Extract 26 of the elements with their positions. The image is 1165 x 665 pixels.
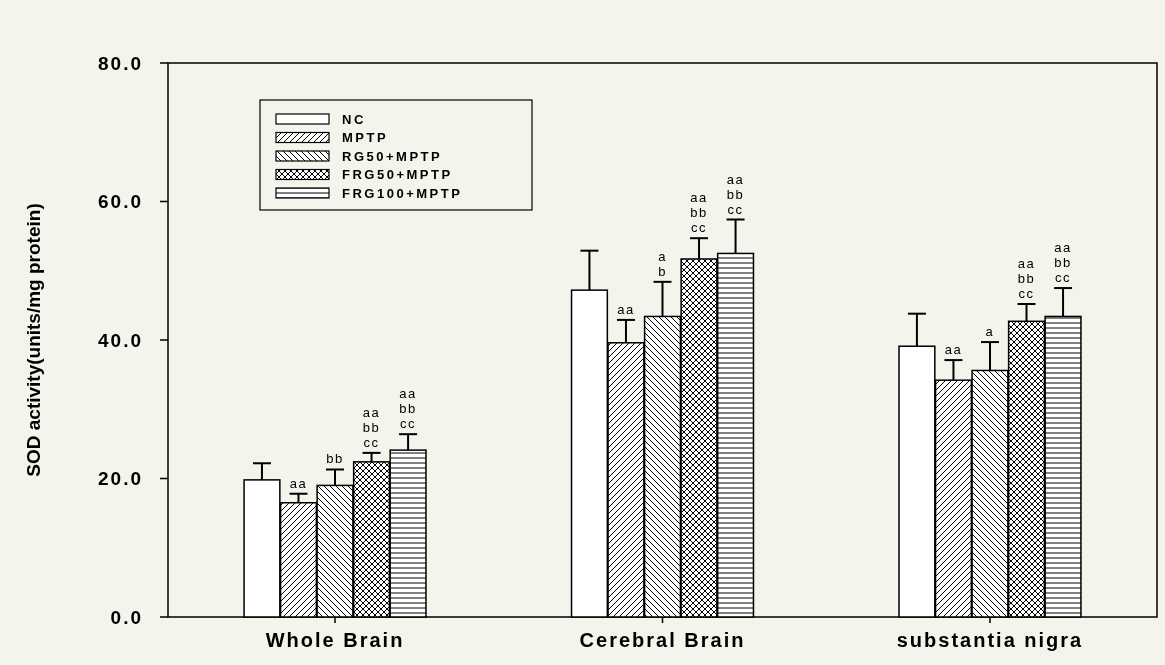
data-label: a b — [658, 248, 667, 279]
y-tick-label: 40.0 — [98, 329, 143, 351]
data-label: aa bb cc — [1017, 255, 1036, 301]
y-tick-label: 20.0 — [98, 468, 143, 490]
y-tick-label: 0.0 — [110, 606, 143, 628]
x-tick-label: substantia nigra — [896, 629, 1084, 651]
legend-label: FRG100+MPTP — [342, 185, 463, 201]
data-label: aa — [617, 301, 635, 317]
data-label: aa bb cc — [690, 190, 708, 236]
data-label: aa bb cc — [399, 386, 417, 432]
data-label: aa bb cc — [1054, 240, 1072, 286]
data-label: aa bb cc — [726, 171, 745, 217]
data-label: a — [985, 324, 995, 340]
x-tick-label: Cerebral Brain — [579, 629, 746, 651]
x-tick-label: Whole Brain — [265, 629, 405, 651]
data-label: aa bb cc — [362, 404, 381, 450]
legend-label: NC — [342, 111, 366, 127]
y-axis-title: SOD activity(units/mg protein) — [23, 203, 44, 477]
data-label: aa — [944, 342, 963, 358]
legend-label: FRG50+MPTP — [342, 167, 453, 183]
y-tick-label: 80.0 — [98, 52, 143, 74]
data-label: bb — [326, 451, 344, 467]
data-label: aa — [289, 475, 308, 491]
y-tick-label: 60.0 — [98, 191, 143, 213]
legend-label: MPTP — [342, 130, 389, 146]
legend-label: RG50+MPTP — [342, 148, 443, 164]
